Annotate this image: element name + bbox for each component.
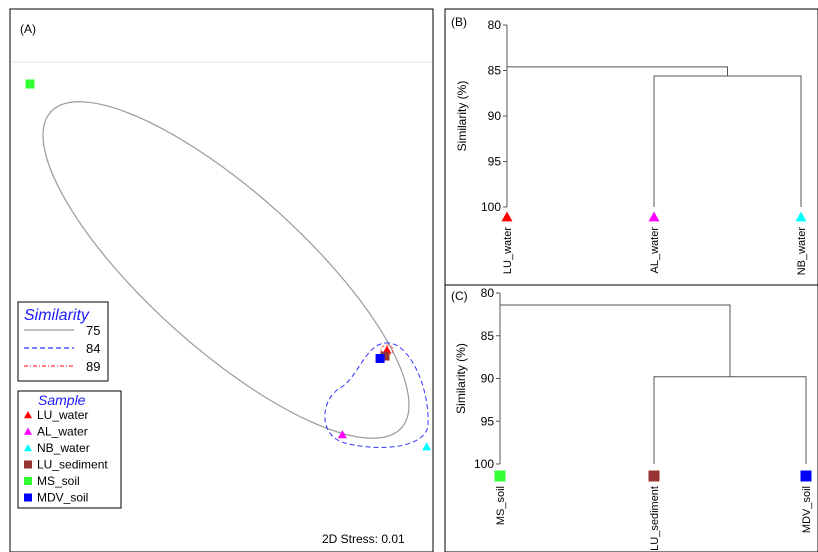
legend-marker-ms-soil [24,477,32,485]
legend-marker-lu-sediment [24,460,32,469]
legend-marker-lu-water [24,411,32,419]
leaf-label-nb-water: NB_water [796,227,808,276]
branch-lu-sediment-mdv-soil [653,376,807,464]
leaf-marker-lu-water [501,211,513,222]
y-tick-label-90: 90 [488,109,502,123]
dendrogram-b: 80 85 90 95 100 Similarity (%) LU_water AL_wate… [455,18,808,275]
legend-marker-nb-water [24,444,32,452]
legend-label-nb-water: NB_water [37,441,90,455]
sample-legend-title: Sample [38,392,86,408]
point-lu-sediment [380,351,390,361]
contour-84 [324,342,429,448]
sample-legend-items: LU_water AL_water NB_water LU_sediment MS_so… [24,408,108,505]
leaf-marker-al-water [648,211,660,222]
point-mdv-soil [375,353,385,363]
similarity-legend-value-84: 84 [86,341,100,356]
y-tick-label-80: 80 [481,286,495,300]
leaf-marker-mdv-soil [800,470,812,482]
y-tick-label-90: 90 [481,372,495,386]
leaf-marker-nb-water [795,211,807,222]
legend-marker-al-water [24,427,32,435]
leaf-label-ms-soil: MS_soil [495,486,507,525]
panel-b-frame [444,8,818,286]
legend-label-al-water: AL_water [37,425,88,439]
similarity-legend-items: 75 84 89 [24,323,100,374]
similarity-legend-title: Similarity [24,307,90,324]
y-tick-label-85: 85 [481,329,495,343]
legend-label-ms-soil: MS_soil [37,474,80,488]
dendrogram-c: 80 85 90 95 100 Similarity (%) MS_soil LU_sedim… [454,286,813,551]
leaf-marker-ms-soil [494,470,506,482]
y-tick-label-100: 100 [481,200,501,214]
leaf-label-mdv-soil: MDV_soil [801,486,813,533]
branch-ms-soil-lu-sediment-mdv-soil [499,304,731,464]
point-ms-soil [25,79,35,89]
contour-89 [380,344,394,356]
branch-lu-water-al-water-nb-water [506,66,728,207]
y-tick-label-80: 80 [488,18,502,32]
leaf-label-al-water: AL_water [649,227,661,274]
y-tick-label-85: 85 [488,64,502,78]
branch-al-water-nb-water [653,75,802,207]
panel-a-label: (A) [20,22,36,36]
y-axis-label: Similarity (%) [454,343,468,414]
legend-label-mdv-soil: MDV_soil [37,491,88,505]
y-axis-label: Similarity (%) [455,81,469,152]
legend-label-lu-sediment: LU_sediment [37,458,108,472]
nmds-points [25,79,432,451]
panel-b-label: (B) [451,15,467,29]
legend-label-lu-water: LU_water [37,408,88,422]
stress-text: 2D Stress: 0.01 [322,532,405,546]
sample-legend-box [17,390,122,509]
panel-c-frame [444,284,818,552]
panel-a-frame [9,8,434,552]
leaf-marker-lu-sediment [648,470,660,482]
y-tick-label-95: 95 [488,155,502,169]
panel-c-label: (C) [451,289,468,303]
similarity-legend-value-89: 89 [86,359,100,374]
legend-marker-mdv-soil [24,493,32,502]
point-al-water [337,430,347,439]
leaf-label-lu-water: LU_water [502,227,514,274]
y-tick-label-95: 95 [481,414,495,428]
point-nb-water [422,442,432,451]
leaf-label-lu-sediment: LU_sediment [649,486,661,551]
contour-75 [42,101,410,439]
similarity-legend-value-75: 75 [86,323,100,338]
y-tick-label-100: 100 [474,457,494,471]
similarity-legend-box [17,301,109,382]
